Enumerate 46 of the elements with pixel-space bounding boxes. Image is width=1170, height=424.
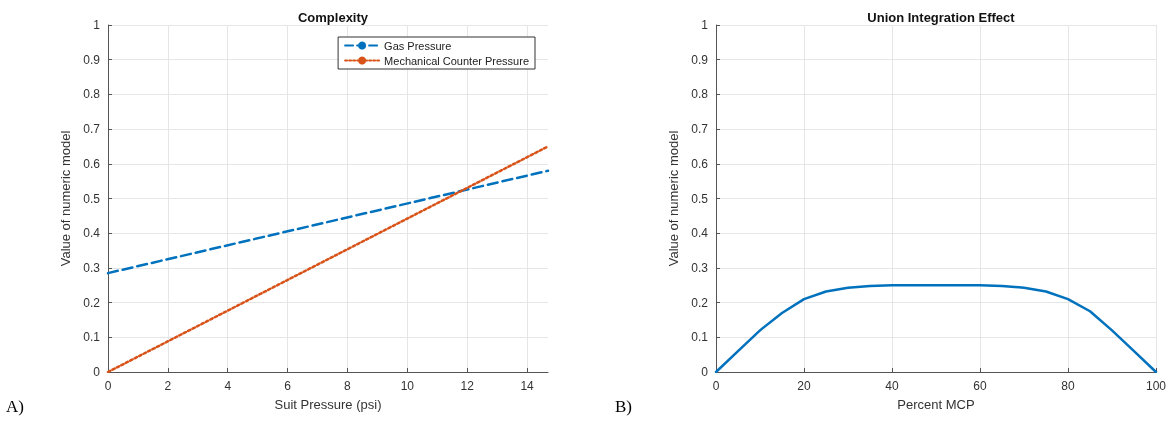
x-axis-title: Percent MCP [897, 397, 975, 412]
y-tick-label: 0.9 [691, 52, 709, 67]
x-tick-label: 4 [224, 379, 232, 393]
x-axis-title: Suit Pressure (psi) [274, 397, 382, 412]
x-tick-label: 0 [712, 379, 720, 393]
legend-label: Gas Pressure [384, 39, 452, 52]
x-tick-label: 14 [520, 379, 535, 393]
y-tick-label: 0.6 [83, 156, 101, 171]
chart-title: Union Integration Effect [867, 10, 1016, 25]
x-tick-label: 0 [104, 379, 112, 393]
x-tick-label: 10 [400, 379, 415, 393]
x-tick-label: 20 [797, 379, 811, 393]
y-tick-label: 0.3 [691, 260, 709, 275]
y-tick-label: 0.5 [691, 191, 709, 206]
y-tick-label: 0.2 [691, 295, 709, 310]
y-tick-label: 0 [93, 365, 101, 379]
y-tick-label: 0.1 [691, 330, 709, 345]
y-tick-label: 1 [701, 18, 709, 32]
x-tick-label: 8 [344, 379, 352, 393]
text: A) [6, 397, 24, 416]
y-tick-label: 1 [93, 18, 101, 32]
y-tick-label: 0.7 [83, 122, 101, 137]
y-tick-label: 0.6 [691, 156, 709, 171]
y-tick-label: 0.9 [83, 52, 101, 67]
text: B) [615, 397, 632, 416]
chart-title: Complexity [297, 10, 369, 25]
y-tick-label: 0.8 [83, 87, 101, 102]
y-axis-title: Value of numeric model [58, 130, 74, 267]
y-tick-label: 0.3 [83, 260, 101, 275]
y-tick-label: 0.8 [691, 87, 709, 102]
y-tick-label: 0.4 [691, 226, 709, 241]
x-tick-label: 2 [164, 379, 172, 393]
x-tick-label: 12 [460, 379, 475, 393]
y-tick-label: 0.4 [83, 226, 101, 241]
legend-label: Mechanical Counter Pressure [384, 54, 529, 67]
x-tick-label: 80 [1061, 379, 1075, 393]
x-tick-label: 40 [885, 379, 899, 393]
x-tick-label: 60 [973, 379, 987, 393]
y-tick-label: 0.5 [83, 191, 101, 206]
y-tick-label: 0.7 [691, 122, 709, 137]
x-tick-label: 100 [1145, 379, 1167, 393]
x-tick-label: 6 [284, 379, 292, 393]
y-tick-label: 0.2 [83, 295, 101, 310]
y-tick-label: 0 [701, 365, 709, 379]
y-axis-title: Value of numeric model [666, 130, 682, 267]
y-tick-label: 0.1 [83, 330, 101, 345]
